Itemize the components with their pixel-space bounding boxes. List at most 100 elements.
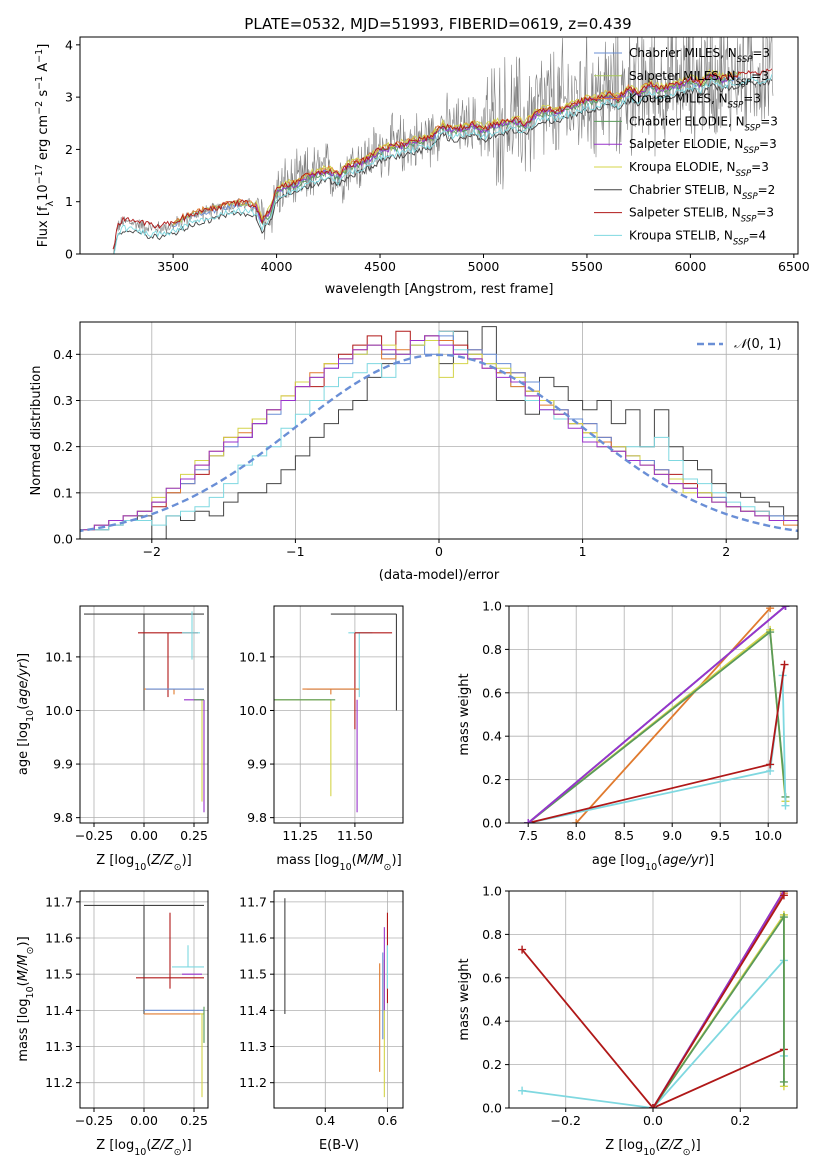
y-tick-label: 11.2 xyxy=(239,1075,267,1090)
legend-label: Chabrier STELIB, NSSP=2 xyxy=(629,183,775,202)
y-tick-label: 11.3 xyxy=(45,1039,73,1054)
label-part: age/yr xyxy=(662,853,705,868)
y-tick-label: 11.4 xyxy=(239,1003,267,1018)
legend-sub: SSP xyxy=(737,55,753,65)
y-tick-label: 0.2 xyxy=(482,772,502,787)
y-axis-label: mass weight xyxy=(457,673,472,755)
label-part: ( xyxy=(146,853,151,868)
y-tick-label: 10.1 xyxy=(45,649,73,664)
legend-text: (0, 1) xyxy=(746,337,781,352)
y-tick-label: 0.0 xyxy=(53,532,73,547)
label-part: −17 xyxy=(34,164,45,184)
age-vs-mass-panel: 11.25 11.50 9.8 9.9 10.0 10.1 mass [log10(M/M⊙… xyxy=(239,605,404,873)
x-tick-label: 0 xyxy=(435,544,443,559)
x-tick-label: 8.0 xyxy=(566,828,586,843)
weight-marker xyxy=(781,606,790,610)
legend-text: =3 xyxy=(751,160,769,174)
label-part: −1 xyxy=(34,76,45,90)
label-part: Z/Z xyxy=(150,1138,174,1153)
legend-sub: SSP xyxy=(736,78,752,88)
weight-marker xyxy=(766,760,775,769)
x-tick-label: 6000 xyxy=(674,259,706,274)
legend-sub: SSP xyxy=(736,169,752,179)
weight-marker xyxy=(524,819,533,823)
legend-sub: SSP xyxy=(742,192,758,202)
legend-text: =3 xyxy=(760,114,778,128)
x-tick-label: 0.00 xyxy=(130,828,158,843)
spectrum-panel: 3500 4000 4500 5000 5500 6000 6500 0 1 2 3 4 wavelen… xyxy=(34,36,810,297)
weight-marker xyxy=(781,801,790,810)
plot-area xyxy=(274,613,397,813)
label-part: λ xyxy=(45,200,56,206)
x-axis-label: age [log10(age/yr)] xyxy=(592,853,714,873)
x-tick-label: 0.4 xyxy=(315,1113,335,1128)
y-tick-label: 4 xyxy=(65,37,73,52)
y-tick-label: 11.2 xyxy=(45,1075,73,1090)
label-part: )] xyxy=(182,853,192,868)
label-part: mass [log xyxy=(276,853,339,868)
y-tick-label: 11.3 xyxy=(239,1039,267,1054)
weight-marker xyxy=(572,819,581,823)
label-part: ] xyxy=(36,44,51,49)
histogram-step-line xyxy=(80,330,798,539)
label-part: 10 xyxy=(134,1147,146,1158)
legend-sub: SSP xyxy=(728,101,744,111)
x-tick-label: 10.0 xyxy=(754,828,782,843)
plot-area xyxy=(80,326,798,539)
plot-area xyxy=(84,904,205,1098)
legend-label: Kroupa STELIB, NSSP=4 xyxy=(629,228,766,247)
x-tick-label: −2 xyxy=(143,544,161,559)
label-part: Z [log xyxy=(96,853,134,868)
x-tick-label: 0.25 xyxy=(180,1113,208,1128)
weight-marker xyxy=(766,628,775,637)
label-part: 10 xyxy=(340,862,352,873)
y-tick-label: 0.4 xyxy=(482,729,502,744)
label-part: ( xyxy=(146,1138,151,1153)
weight-marker xyxy=(779,891,788,900)
legend-sub: SSP xyxy=(743,146,759,156)
label-part: ( xyxy=(655,1138,660,1153)
y-tick-label: 11.6 xyxy=(45,931,73,946)
label-part: ⊙ xyxy=(683,1147,691,1158)
legend-text: =4 xyxy=(749,228,767,242)
label-part: )] xyxy=(16,653,31,663)
legend-label: Kroupa ELODIE, NSSP=3 xyxy=(629,160,769,179)
weight-line xyxy=(652,894,785,1108)
legend-label: Kroupa MILES, NSSP=3 xyxy=(629,92,761,111)
legend-text: Kroupa MILES, N xyxy=(629,92,728,106)
figure-title: PLATE=0532, MJD=51993, FIBERID=0619, z=0… xyxy=(244,15,631,33)
y-axis-label: age [log10(age/yr)] xyxy=(16,653,36,775)
model-spectrum-line xyxy=(255,73,732,226)
weight-line xyxy=(527,630,787,823)
x-tick-label: 3500 xyxy=(157,259,189,274)
plot-area xyxy=(112,37,774,254)
legend-text: =3 xyxy=(751,69,769,83)
y-tick-label: 0.8 xyxy=(482,927,502,942)
x-tick-label: 4000 xyxy=(261,259,293,274)
y-tick-label: 0.0 xyxy=(482,1101,502,1116)
x-tick-label: 4500 xyxy=(364,259,396,274)
y-tick-label: 2 xyxy=(65,142,73,157)
y-tick-label: 10.0 xyxy=(239,703,267,718)
x-axis-label: (data-model)/error xyxy=(379,568,500,583)
y-tick-label: 0.6 xyxy=(482,685,502,700)
label-part: M/M xyxy=(357,853,384,868)
x-tick-label: 0.6 xyxy=(378,1113,398,1128)
y-tick-label: 11.7 xyxy=(239,894,267,909)
label-part: Z/Z xyxy=(150,853,174,868)
label-part: s xyxy=(36,90,51,101)
label-part: age [log xyxy=(16,722,31,775)
x-axis-label: Z [log10(Z/Z⊙)] xyxy=(605,1138,700,1158)
weight-line xyxy=(527,606,787,823)
legend-label: Chabrier ELODIE, NSSP=3 xyxy=(629,114,778,133)
weight-line xyxy=(528,675,787,823)
label-part: age/yr xyxy=(16,661,31,704)
legend-text: Kroupa ELODIE, N xyxy=(629,160,736,174)
y-tick-label: 9.8 xyxy=(53,810,73,825)
legend-text: =3 xyxy=(752,46,770,60)
label-part: ⊙ xyxy=(174,1147,182,1158)
x-tick-label: 0.2 xyxy=(730,1113,750,1128)
label-part: 10 xyxy=(134,862,146,873)
y-tick-label: 0.3 xyxy=(53,393,73,408)
weight-line xyxy=(527,628,787,823)
